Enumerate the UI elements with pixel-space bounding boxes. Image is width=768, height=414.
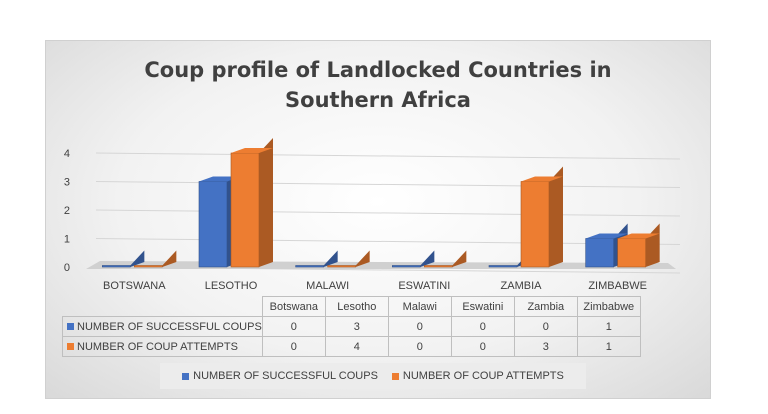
- bar-top: [199, 176, 241, 182]
- gridline: [95, 238, 681, 245]
- series-key-blue: [67, 323, 74, 331]
- data-table-header-cell: Lesotho: [324, 296, 389, 317]
- chart-title-line-2: Southern Africa: [285, 88, 471, 112]
- y-tick-label: 0: [64, 262, 70, 274]
- bar-side: [645, 223, 660, 267]
- bar-front: [134, 265, 163, 268]
- gridline: [95, 181, 681, 188]
- y-tick-label: 1: [64, 234, 70, 246]
- data-table-cell: 1: [576, 336, 641, 357]
- y-tick-label: 2: [64, 205, 70, 217]
- data-table-row-label-text: NUMBER OF SUCCESSFUL COUPS: [77, 320, 262, 333]
- bar-front: [488, 265, 518, 268]
- bar-side: [259, 138, 273, 267]
- bar-front: [392, 265, 421, 268]
- data-table-row-label: NUMBER OF COUP ATTEMPTS: [62, 336, 263, 357]
- data-table-cell: 0: [387, 336, 452, 357]
- bar-front: [198, 181, 228, 268]
- data-table-cell: 0: [261, 336, 326, 357]
- bar-top: [521, 176, 563, 182]
- data-table-header-cell: Botswana: [261, 296, 326, 317]
- bar-front: [520, 181, 550, 268]
- chart-area: Coup profile of Landlocked Countries in …: [45, 40, 711, 399]
- data-table: Botswana Lesotho Malawi Eswatini Zambia …: [62, 296, 641, 357]
- legend-swatch-blue: [182, 372, 190, 380]
- series-key-orange: [67, 343, 74, 351]
- data-table-cell: 0: [261, 316, 326, 337]
- bar-front: [585, 238, 614, 268]
- bar-top: [617, 233, 660, 239]
- bar-front: [102, 265, 131, 268]
- bar-front: [230, 152, 260, 268]
- legend-label: NUMBER OF COUP ATTEMPTS: [402, 370, 564, 382]
- bar-side: [323, 250, 338, 267]
- x-tick-label: BOTSWANA: [103, 280, 166, 292]
- data-table-cell: 1: [576, 316, 641, 337]
- legend-swatch-orange: [391, 372, 399, 380]
- x-tick-label: MALAWI: [306, 280, 349, 292]
- x-tick-label: LESOTHO: [205, 280, 258, 292]
- chart-title-line-1: Coup profile of Landlocked Countries in: [144, 58, 612, 82]
- data-table-row: NUMBER OF COUP ATTEMPTS 0 4 0 0 3 1: [62, 336, 641, 357]
- data-table-cell: 0: [513, 316, 578, 337]
- data-table-cell: 0: [450, 336, 515, 357]
- legend-item: NUMBER OF SUCCESSFUL COUPS: [182, 370, 378, 382]
- bar-front: [424, 265, 453, 268]
- legend-item: NUMBER OF COUP ATTEMPTS: [391, 370, 564, 382]
- chart-legend: NUMBER OF SUCCESSFUL COUPS NUMBER OF COU…: [160, 363, 586, 389]
- bar-top: [231, 148, 273, 153]
- bar-side: [452, 250, 467, 267]
- bar-side: [355, 250, 370, 267]
- data-table-row-label-text: NUMBER OF COUP ATTEMPTS: [77, 340, 238, 353]
- data-table-row: NUMBER OF SUCCESSFUL COUPS 0 3 0 0 0 1: [62, 316, 641, 337]
- data-table-cell: 0: [387, 316, 452, 337]
- y-tick-label: 4: [64, 148, 70, 160]
- chart-title: Coup profile of Landlocked Countries in …: [46, 55, 710, 115]
- bar-side: [130, 250, 145, 267]
- bar-side: [420, 250, 435, 267]
- data-table-cell: 0: [450, 316, 515, 337]
- data-table-corner: [63, 297, 263, 317]
- data-table-cell: 3: [324, 316, 389, 337]
- bar-front: [327, 265, 356, 268]
- bar-side: [162, 250, 177, 267]
- y-tick-label: 3: [64, 177, 70, 189]
- x-tick-label: ZIMBABWE: [588, 280, 647, 292]
- data-table-header-cell: Zambia: [513, 296, 578, 317]
- x-tick-label: ESWATINI: [398, 280, 450, 292]
- data-table-row-label: NUMBER OF SUCCESSFUL COUPS: [62, 316, 263, 337]
- data-table-cell: 3: [513, 336, 578, 357]
- legend-label: NUMBER OF SUCCESSFUL COUPS: [193, 370, 378, 382]
- gridline: [95, 209, 681, 217]
- gridline: [95, 152, 681, 160]
- bar-side: [549, 166, 563, 267]
- data-table-header-cell: Zimbabwe: [576, 296, 641, 317]
- bar-top: [585, 233, 628, 239]
- bar-front: [295, 265, 324, 268]
- data-table-header-cell: Eswatini: [450, 296, 515, 317]
- bar-front: [617, 238, 646, 268]
- data-table-header-cell: Malawi: [387, 296, 452, 317]
- plot-area: 0 1 2 3 4 BOTSWANA LESOTHO MALAWI ESWATINI ZAMBIA…: [64, 138, 681, 292]
- x-tick-label: ZAMBIA: [501, 280, 543, 292]
- data-table-header-row: Botswana Lesotho Malawi Eswatini Zambia …: [63, 296, 641, 317]
- data-table-cell: 4: [324, 336, 389, 357]
